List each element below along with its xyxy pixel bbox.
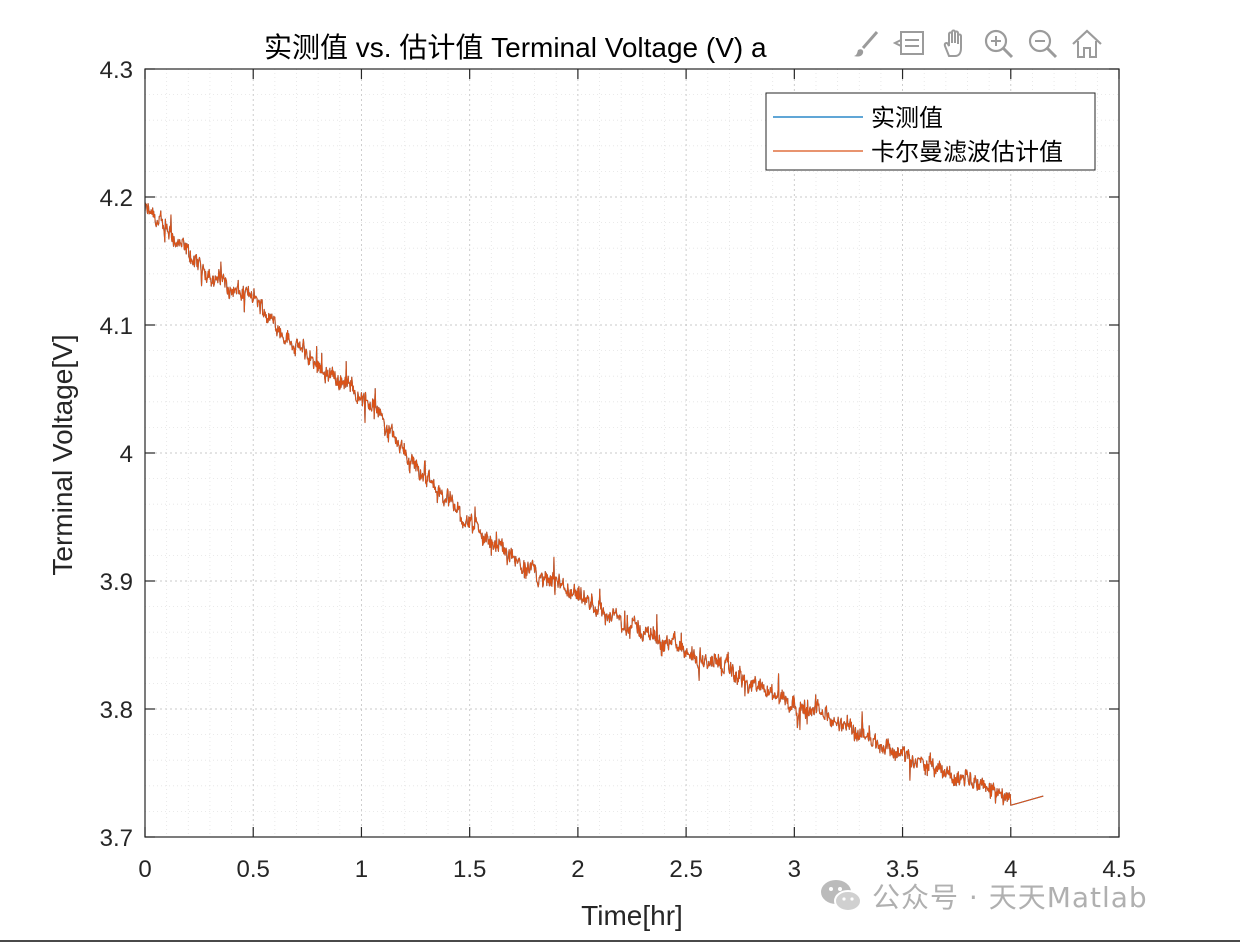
x-tick-labels: 0 0.5 1 1.5 2 2.5 3 3.5 4 4.5 bbox=[138, 856, 1135, 883]
y-tick-label: 4 bbox=[120, 441, 133, 468]
y-tick-label: 3.9 bbox=[100, 569, 133, 596]
major-grid bbox=[145, 69, 1119, 837]
watermark-text: 公众号 · 天天Matlab bbox=[872, 881, 1148, 914]
legend-label-measured: 实测值 bbox=[871, 104, 943, 132]
zoom-in-icon[interactable] bbox=[978, 23, 1020, 65]
series-layer bbox=[144, 202, 1044, 806]
pan-icon[interactable] bbox=[934, 23, 976, 65]
x-tick-label: 1.5 bbox=[453, 856, 486, 883]
x-tick-label: 1 bbox=[355, 856, 368, 883]
home-icon[interactable] bbox=[1066, 23, 1108, 65]
y-tick-label: 4.2 bbox=[100, 185, 133, 212]
y-tick-label: 4.1 bbox=[100, 313, 133, 340]
zoom-out-icon[interactable] bbox=[1022, 23, 1064, 65]
y-tick-label: 3.7 bbox=[100, 825, 133, 852]
legend-box bbox=[765, 92, 1096, 171]
x-tick-label: 0.5 bbox=[237, 856, 270, 883]
series-kalman-line bbox=[144, 202, 1044, 806]
wechat-icon bbox=[821, 880, 862, 912]
bottom-divider bbox=[0, 940, 1240, 942]
axes-toolbar bbox=[846, 22, 1108, 66]
y-axis-label: Terminal Voltage[V] bbox=[47, 334, 78, 575]
watermark: 公众号 · 天天Matlab bbox=[818, 872, 1148, 920]
x-tick-label: 2 bbox=[571, 856, 584, 883]
y-tick-label: 3.8 bbox=[100, 697, 133, 724]
x-tick-label: 4 bbox=[1004, 856, 1017, 883]
x-axis-label: Time[hr] bbox=[581, 900, 683, 931]
x-tick-label: 4.5 bbox=[1102, 856, 1135, 883]
chart-title: 实测值 vs. 估计值 Terminal Voltage (V) a bbox=[264, 32, 767, 63]
plot-area: 0 0.5 1 1.5 2 2.5 3 3.5 4 4.5 3.7 3.8 3.9 4 4.1 4.2 4.3 bbox=[100, 57, 1136, 883]
y-tick-labels: 3.7 3.8 3.9 4 4.1 4.2 4.3 bbox=[100, 57, 133, 852]
legend-label-kalman: 卡尔曼滤波估计值 bbox=[871, 138, 1063, 166]
datatip-icon[interactable] bbox=[890, 23, 932, 65]
y-tick-label: 4.3 bbox=[100, 57, 133, 84]
x-tick-label: 3 bbox=[788, 856, 801, 883]
legend[interactable]: 实测值 卡尔曼滤波估计值 bbox=[765, 92, 1096, 171]
x-tick-label: 0 bbox=[138, 856, 151, 883]
x-tick-label: 2.5 bbox=[669, 856, 702, 883]
axis-ticks bbox=[144, 68, 1120, 838]
x-tick-label: 3.5 bbox=[886, 856, 919, 883]
brush-icon[interactable] bbox=[846, 23, 888, 65]
